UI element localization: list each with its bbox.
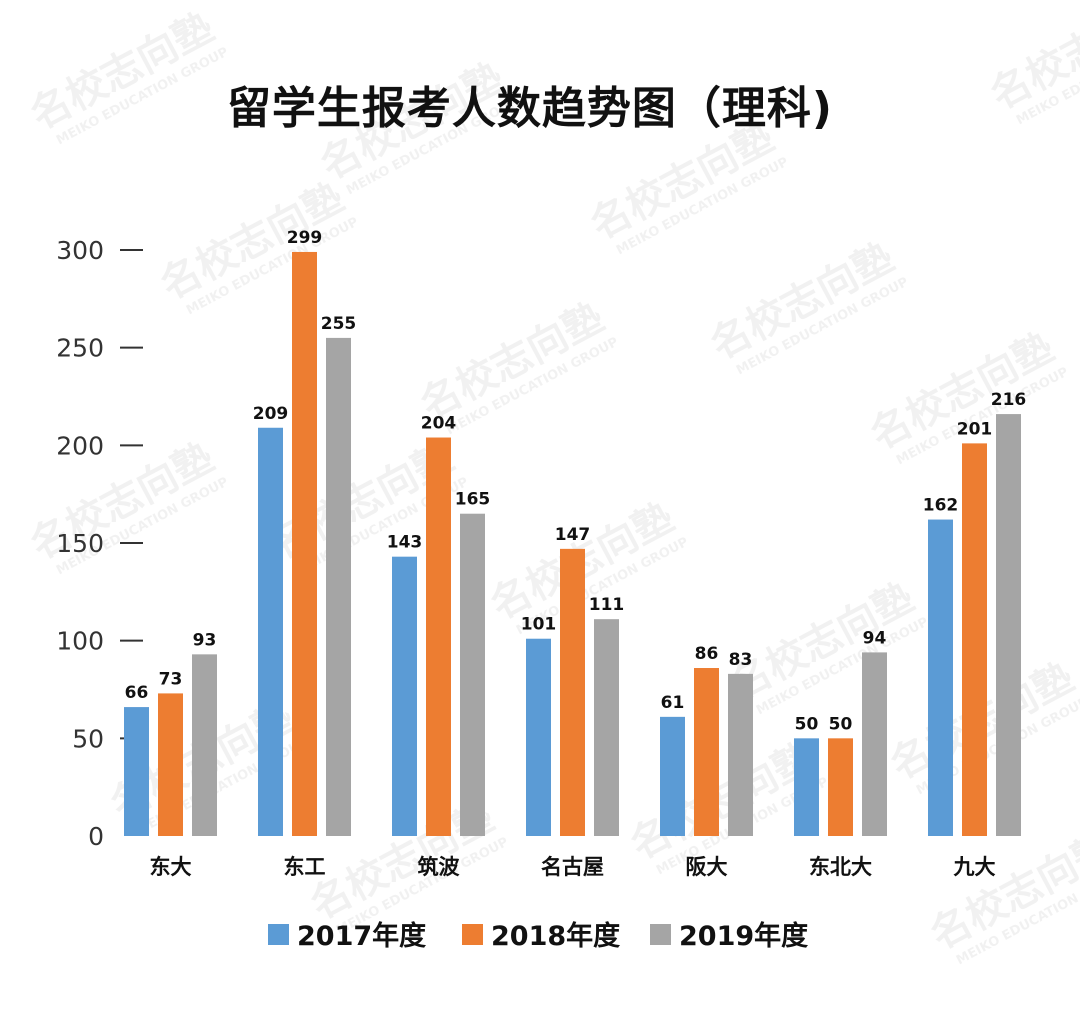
y-tick-label: 200 <box>56 431 104 460</box>
bar <box>728 673 753 836</box>
y-axis: 0 50 100 150 200 250 300 <box>56 236 143 851</box>
bar <box>460 513 485 836</box>
data-label: 299 <box>287 228 323 248</box>
x-tick-label: 东北大 <box>809 855 872 879</box>
bar <box>794 738 819 836</box>
bar <box>694 668 719 836</box>
data-label: 61 <box>661 693 685 713</box>
data-label: 66 <box>125 683 149 703</box>
bar <box>426 437 451 836</box>
chart-title: 留学生报考人数趋势图（理科) <box>226 83 834 134</box>
y-tick-label: 0 <box>88 822 104 851</box>
legend: 2017年度 2018年度 2019年度 <box>268 920 808 952</box>
data-label: 86 <box>695 644 719 664</box>
bar <box>526 638 551 836</box>
bar <box>326 337 351 836</box>
bar <box>660 716 685 836</box>
legend-label: 2018年度 <box>491 920 620 952</box>
bar <box>928 519 953 836</box>
data-label: 204 <box>421 414 457 434</box>
bar <box>828 738 853 836</box>
data-label: 50 <box>829 714 853 734</box>
legend-label: 2017年度 <box>297 920 426 952</box>
legend-label: 2019年度 <box>679 920 808 952</box>
bar <box>258 427 283 836</box>
x-tick-label: 东工 <box>284 855 326 879</box>
y-tick-label: 50 <box>72 724 104 753</box>
data-label: 111 <box>589 595 625 615</box>
data-label: 73 <box>159 669 183 689</box>
data-label: 101 <box>521 615 557 635</box>
x-tick-label: 九大 <box>953 855 996 879</box>
bar <box>124 707 149 836</box>
data-label: 147 <box>555 525 591 545</box>
x-tick-label: 东大 <box>150 855 192 879</box>
bars-layer <box>124 251 1021 836</box>
data-label: 94 <box>863 628 887 648</box>
legend-swatch <box>268 924 289 945</box>
y-tick-label: 250 <box>56 334 104 363</box>
x-tick-label: 筑波 <box>418 855 461 879</box>
legend-swatch <box>462 924 483 945</box>
bar <box>560 548 585 836</box>
x-tick-label: 名古屋 <box>541 855 604 879</box>
y-tick-label: 300 <box>56 236 104 265</box>
legend-swatch <box>650 924 671 945</box>
y-tick-label: 100 <box>56 627 104 656</box>
data-labels-layer: 66 73 93 209 299 255 143 204 165 101 147 111 61 86 83 5… <box>125 228 1027 734</box>
bar <box>862 652 887 836</box>
bar <box>292 251 317 836</box>
data-label: 143 <box>387 533 423 553</box>
data-label: 201 <box>957 419 993 439</box>
bar <box>594 619 619 836</box>
data-label: 216 <box>991 390 1027 410</box>
bar <box>192 654 217 836</box>
data-label: 165 <box>455 490 491 510</box>
data-label: 162 <box>923 496 959 516</box>
data-label: 83 <box>729 650 753 670</box>
y-tick-label: 150 <box>56 529 104 558</box>
bar <box>996 414 1021 836</box>
data-label: 209 <box>253 404 289 424</box>
x-tick-label: 阪大 <box>686 855 728 879</box>
data-label: 50 <box>795 714 819 734</box>
data-label: 255 <box>321 314 357 334</box>
x-axis: 东大 东工 筑波 名古屋 阪大 东北大 九大 <box>150 855 996 879</box>
bar <box>158 693 183 836</box>
bar <box>392 556 417 836</box>
bar <box>962 443 987 836</box>
data-label: 93 <box>193 630 217 650</box>
